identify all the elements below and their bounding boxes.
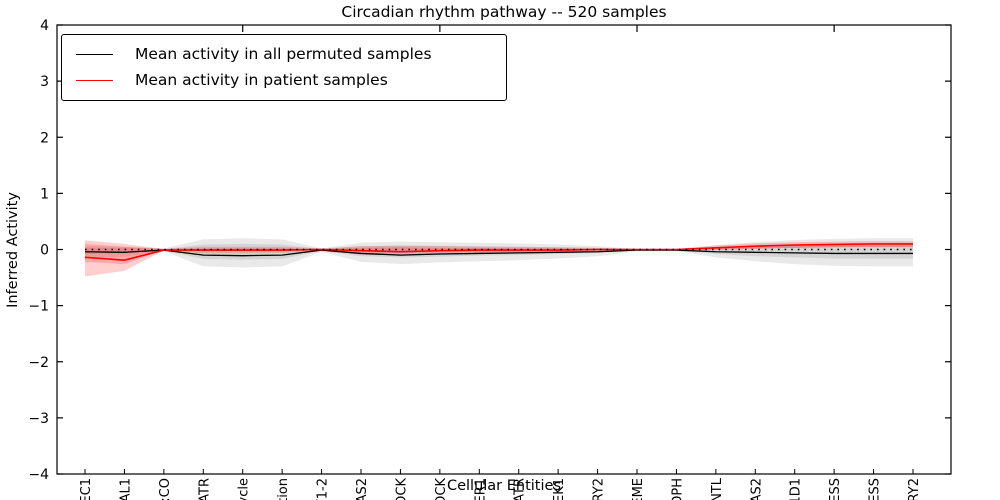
legend-label-permuted: Mean activity in all permuted samples bbox=[135, 45, 432, 63]
red-line-icon bbox=[76, 79, 113, 81]
series-line-permuted bbox=[84, 249, 913, 257]
x-tick-label: S phase of mitotic cell cycle bbox=[237, 478, 252, 500]
legend-label-patient: Mean activity in patient samples bbox=[135, 71, 388, 89]
x-tick-label: ATR bbox=[513, 478, 528, 500]
legend-item-permuted: Mean activity in all permuted samples bbox=[76, 41, 496, 67]
x-tick-label: PER1-2 / CRY1-2 bbox=[316, 478, 331, 500]
x-tick-label: PER1/TIMELESS bbox=[868, 478, 883, 500]
y-tick-label: −4 bbox=[28, 467, 49, 483]
x-tick-label: DEC1/BMAL1 bbox=[118, 478, 133, 500]
x-tick-label: TIMELESS/CHEK1/ATR bbox=[197, 478, 212, 500]
x-tick-label: TIMELESS bbox=[828, 478, 843, 500]
x-tick-label: mol:NADPH bbox=[670, 478, 685, 500]
y-axis-label-container: Inferred Activity bbox=[0, 0, 26, 500]
x-tick-label: mol:CO bbox=[158, 478, 173, 500]
x-tick-label: PER1 bbox=[473, 478, 488, 500]
x-tick-label: BMAL/CLOCK/NPAS2 bbox=[749, 478, 764, 500]
x-tick-label: NPAS2 bbox=[355, 478, 370, 500]
y-tick-label: 2 bbox=[40, 130, 49, 146]
y-tick-label: 1 bbox=[40, 186, 49, 202]
y-tick-label: 3 bbox=[40, 74, 49, 90]
series-line-patient bbox=[84, 243, 913, 261]
x-tick-label: BMAL1/CLOCK bbox=[394, 478, 409, 500]
y-tick-label: 0 bbox=[40, 243, 49, 259]
x-tick-label: NR1D1 bbox=[789, 478, 804, 500]
y-tick-label: −3 bbox=[28, 411, 49, 427]
x-axis-label: Cellular Entities bbox=[446, 478, 562, 494]
black-line-icon bbox=[76, 53, 113, 55]
x-tick-label: DEC1 bbox=[79, 478, 94, 500]
x-tick-label: mol:HEME bbox=[631, 478, 646, 500]
chart-title: Circadian rhythm pathway -- 520 samples bbox=[341, 3, 667, 21]
x-tick-label: TIMELESS/CRY2 bbox=[907, 478, 922, 500]
x-tick-label: CRY2 bbox=[592, 478, 607, 500]
y-tick-label: −2 bbox=[28, 355, 49, 371]
y-axis-label: Inferred Activity bbox=[5, 192, 21, 308]
x-tick-label: CLOCK bbox=[434, 478, 449, 500]
x-tick-label: chromatin modification bbox=[276, 478, 291, 500]
x-tick-label: ARNTL bbox=[710, 477, 725, 500]
legend-item-patient: Mean activity in patient samples bbox=[76, 67, 496, 93]
legend-box: Mean activity in all permuted samples Me… bbox=[61, 34, 507, 101]
x-tick-label: CHEK1 bbox=[552, 478, 567, 500]
y-tick-label: −1 bbox=[28, 299, 49, 315]
y-tick-label: 4 bbox=[40, 18, 49, 34]
